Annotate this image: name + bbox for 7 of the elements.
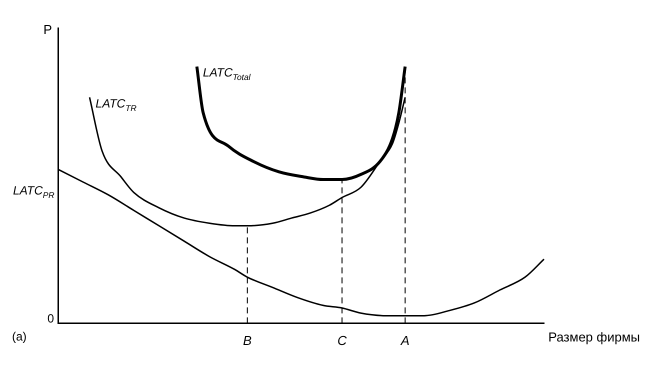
x-axis-title: Размер фирмы (548, 329, 640, 344)
x-tick-label: B (243, 332, 252, 348)
text: 0 (47, 312, 54, 326)
y-axis-title: P (43, 22, 52, 38)
text: (a) (12, 330, 27, 344)
x-tick-label: A (400, 332, 410, 348)
x-tick-label: C (337, 332, 348, 348)
